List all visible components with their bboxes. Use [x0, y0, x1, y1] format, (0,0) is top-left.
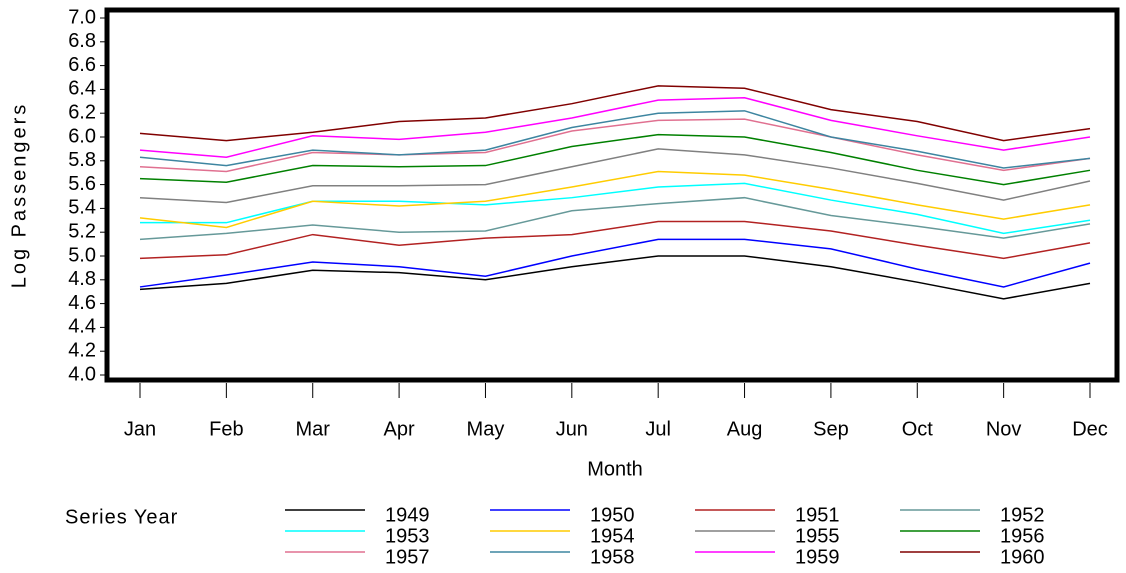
legend-label: 1956	[1000, 525, 1045, 547]
x-tick-label: Aug	[727, 418, 763, 440]
series-line	[139, 85, 1091, 142]
legend-label: 1954	[590, 525, 635, 547]
y-tick-label: 4.8	[68, 268, 96, 290]
legend-title: Series Year	[65, 506, 178, 528]
series-line	[139, 238, 1091, 288]
series-line	[139, 220, 1091, 260]
series-line	[139, 196, 1091, 241]
legend-label: 1957	[385, 546, 430, 568]
x-tick-label: Nov	[986, 418, 1022, 440]
y-tick-label: 6.8	[68, 30, 96, 52]
x-tick-label: Jun	[556, 418, 588, 440]
y-tick-label: 5.2	[68, 220, 96, 242]
y-tick-label: 4.0	[68, 363, 96, 385]
legend-label: 1955	[795, 525, 840, 547]
legend-label: 1953	[385, 525, 430, 547]
series-line	[140, 182, 1091, 235]
x-tick-label: Apr	[384, 418, 415, 440]
y-tick-label: 6.4	[68, 78, 96, 100]
series-line	[139, 110, 1091, 169]
series-line	[139, 133, 1091, 186]
x-tick-label: Sep	[813, 418, 849, 440]
y-tick-label: 7.0	[68, 6, 96, 28]
series-line	[139, 170, 1091, 229]
x-tick-label: Jan	[124, 418, 156, 440]
series-line	[139, 255, 1091, 300]
series-line	[139, 96, 1091, 158]
legend-label: 1960	[1000, 546, 1045, 568]
y-tick-label: 5.4	[68, 197, 96, 219]
legend-label: 1951	[795, 504, 840, 526]
y-tick-label: 6.6	[68, 54, 96, 76]
x-tick-label: May	[467, 418, 505, 440]
x-axis-label: Month	[587, 458, 643, 480]
x-tick-label: Mar	[296, 418, 331, 440]
y-tick-label: 5.8	[68, 149, 96, 171]
legend-label: 1952	[1000, 504, 1045, 526]
y-axis-label: Log Passengers	[8, 102, 30, 289]
y-tick-label: 4.6	[68, 292, 96, 314]
y-tick-label: 6.2	[68, 101, 96, 123]
series-line	[139, 118, 1091, 173]
x-tick-label: Jul	[645, 418, 671, 440]
y-tick-label: 4.2	[68, 339, 96, 361]
legend-label: 1959	[795, 546, 840, 568]
legend-label: 1950	[590, 504, 635, 526]
legend-label: 1949	[385, 504, 430, 526]
x-tick-label: Dec	[1072, 418, 1108, 440]
y-tick-label: 6.0	[68, 125, 96, 147]
y-tick-label: 5.6	[68, 173, 96, 195]
y-tick-label: 5.0	[68, 244, 96, 266]
y-tick-label: 4.4	[68, 316, 96, 338]
legend-label: 1958	[590, 546, 635, 568]
x-tick-label: Feb	[209, 418, 243, 440]
series-line	[139, 148, 1091, 204]
x-tick-label: Oct	[902, 418, 934, 440]
plot-frame	[104, 7, 1120, 383]
